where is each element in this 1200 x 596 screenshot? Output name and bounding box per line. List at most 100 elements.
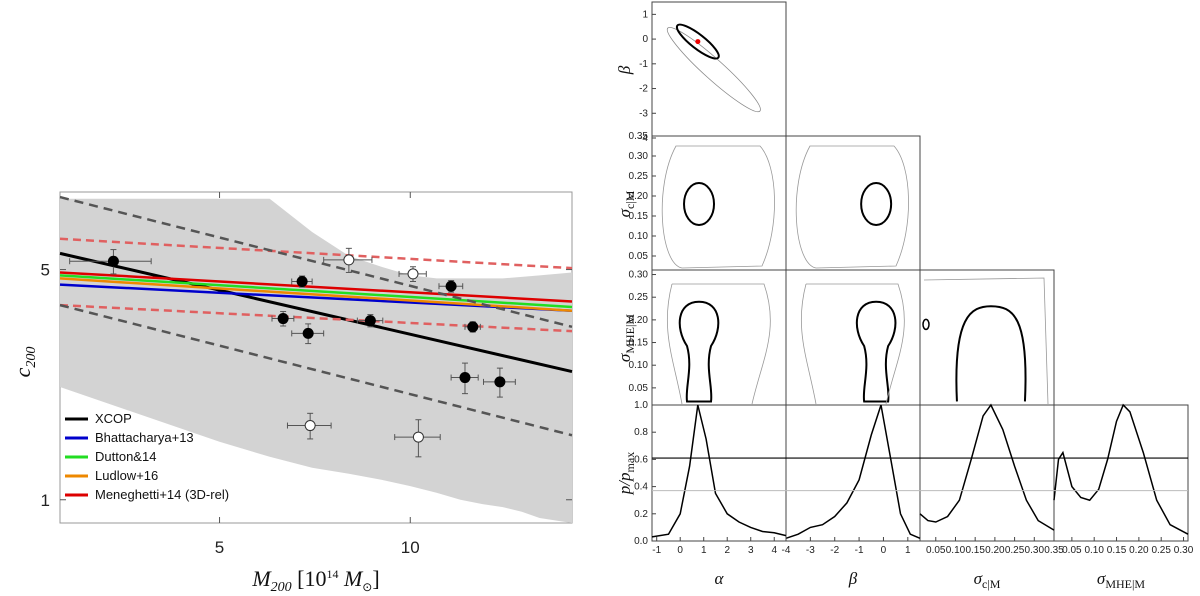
relation-line-dutton-14 — [59, 274, 573, 309]
corner-x-tick-label: 3 — [748, 545, 754, 556]
corner-x-tick-label: 0.15 — [1107, 545, 1127, 556]
corner-y-tick-label: 0.05 — [629, 251, 649, 262]
pdf-y-tick-label: 0.6 — [634, 454, 648, 465]
dashed-line-5 — [59, 237, 573, 270]
x-axis-label: M200 [1014 M⊙] — [251, 566, 379, 595]
corner-y-tick-label: 0.20 — [629, 315, 649, 326]
relation-lines-layer — [59, 195, 573, 437]
legend-label: Bhattacharya+13 — [95, 430, 194, 445]
corner-y-tick-label: 0.05 — [629, 383, 649, 394]
corner-x-tick-label: -1 — [652, 545, 661, 556]
corner-x-tick-label: 0.10 — [946, 545, 966, 556]
x-tick-label: 10 — [401, 538, 420, 557]
legend-label: Ludlow+16 — [95, 468, 158, 483]
relation-line-xcop — [59, 251, 573, 374]
corner-y-axis-label: σMHE|M — [615, 314, 637, 362]
corner-x-tick-label: 0 — [881, 545, 887, 556]
corner-panel-0-0 — [651, 1, 787, 139]
corner-y-axis-label: β — [615, 65, 634, 75]
corner-x-axis-label: β — [848, 569, 858, 588]
contour-95-sigc-0 — [661, 145, 775, 269]
corner-x-tick-label: 0.20 — [985, 545, 1005, 556]
legend-label: Dutton&14 — [95, 449, 156, 464]
corner-x-tick-label: -2 — [830, 545, 839, 556]
filled-point-7 — [459, 372, 471, 384]
open-point-2 — [304, 420, 316, 432]
dashed-line-8 — [59, 303, 573, 437]
contour-95-sigmhe-1 — [800, 283, 905, 405]
contour-95-alpha-beta — [666, 27, 761, 113]
corner-x-tick-label: 1 — [905, 545, 911, 556]
corner-x-tick-label: 0.25 — [1151, 545, 1171, 556]
data-points-layer — [69, 247, 516, 458]
corner-panel-1-0 — [651, 135, 787, 273]
legend: XCOP Bhattacharya+13 Dutton&14 Ludlow+16 Men… — [65, 411, 229, 502]
corner-y-tick-label: 0.10 — [629, 231, 649, 242]
relation-line-meneghetti-14-3d-rel- — [59, 271, 573, 303]
corner-x-tick-label: 0.35 — [1044, 545, 1064, 556]
contour-68-sigmhe-0 — [678, 300, 720, 403]
marginal-pdf-1 — [785, 404, 921, 540]
corner-x-tick-label: 4 — [771, 545, 777, 556]
dashed-line-6 — [59, 303, 573, 333]
corner-y-tick-label: -3 — [639, 108, 648, 119]
corner-x-tick-label: -1 — [855, 545, 864, 556]
y-tick-label: 1 — [41, 491, 50, 510]
corner-panel-2-2 — [919, 269, 1055, 407]
corner-x-axis-label: σc|M — [974, 569, 1001, 591]
corner-y-tick-label: 0.30 — [629, 270, 649, 281]
filled-point-6 — [467, 321, 479, 333]
corner-y-tick-label: 0.25 — [629, 292, 649, 303]
marginal-pdf-0 — [651, 404, 787, 538]
contour-68-small — [922, 318, 930, 331]
filled-point-3 — [302, 327, 314, 339]
corner-y-tick-label: 0.15 — [629, 211, 649, 222]
contour-68-sigc-sigmhe — [955, 305, 1027, 402]
legend-label: Meneghetti+14 (3D-rel) — [95, 487, 229, 502]
open-point-3 — [412, 431, 424, 443]
corner-x-tick-label: 0.10 — [1084, 545, 1104, 556]
corner-y-tick-label: 0.10 — [629, 360, 649, 371]
filled-point-8 — [494, 376, 506, 388]
corner-panel-2-1 — [785, 269, 921, 407]
contour-95-sigmhe-0 — [666, 283, 771, 405]
corner-x-tick-label: 0.20 — [1129, 545, 1149, 556]
corner-y-tick-label: 0.30 — [629, 151, 649, 162]
contour-68-sigc-0 — [683, 182, 716, 226]
pdf-y-tick-label: 0.8 — [634, 427, 648, 438]
pdf-y-tick-label: 1.0 — [634, 400, 648, 411]
corner-panel-3-3 — [1053, 404, 1189, 542]
y-axis-label: c200 — [10, 347, 39, 378]
corner-y-axis-label: σc|M — [615, 190, 637, 217]
corner-panel-1-1 — [785, 135, 921, 273]
pdf-y-tick-label: 0.4 — [634, 482, 648, 493]
y-tick-label: 5 — [41, 261, 50, 280]
corner-x-tick-label: 0.05 — [1062, 545, 1082, 556]
x-tick-label: 5 — [215, 538, 224, 557]
corner-y-tick-label: 0.20 — [629, 191, 649, 202]
corner-y-tick-label: 1 — [642, 9, 648, 20]
corner-x-tick-label: 0.15 — [965, 545, 985, 556]
contour-68-sigc-1 — [860, 182, 893, 226]
corner-x-tick-label: 0.30 — [1025, 545, 1045, 556]
corner-y-tick-label: -2 — [639, 84, 648, 95]
corner-y-tick-label: 0.25 — [629, 171, 649, 182]
corner-x-tick-label: -4 — [782, 545, 791, 556]
contour-95-sigc-1 — [795, 145, 909, 269]
contour-68-alpha-beta — [675, 23, 720, 60]
best-fit-marker — [695, 39, 701, 45]
corner-x-tick-label: 0.30 — [1174, 545, 1194, 556]
filled-point-1 — [296, 275, 308, 287]
corner-y-tick-label: 0.35 — [629, 131, 649, 142]
corner-x-tick-label: -3 — [806, 545, 815, 556]
open-point-1 — [407, 268, 419, 280]
corner-panel-3-1 — [785, 404, 921, 542]
corner-x-tick-label: 1 — [701, 545, 707, 556]
filled-point-4 — [364, 315, 376, 327]
open-point-0 — [343, 254, 355, 266]
corner-x-tick-label: 0.25 — [1005, 545, 1025, 556]
corner-x-axis-label: σMHE|M — [1097, 569, 1145, 591]
